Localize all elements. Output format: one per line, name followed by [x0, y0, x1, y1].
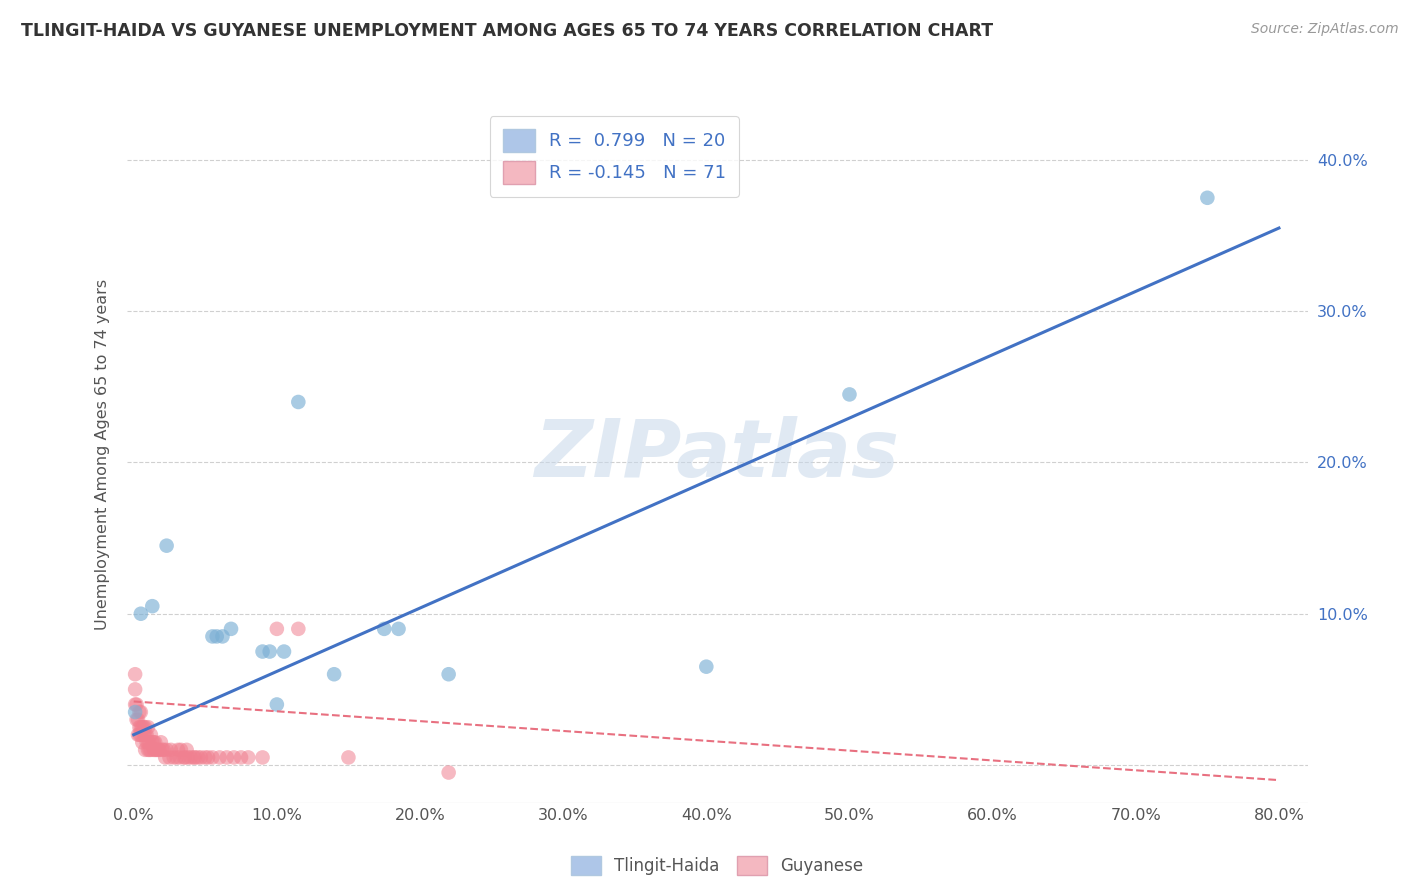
- Point: [387, 622, 409, 636]
- Point: [159, 750, 181, 764]
- Point: [184, 750, 207, 764]
- Point: [266, 698, 288, 712]
- Point: [138, 743, 160, 757]
- Point: [437, 667, 460, 681]
- Point: [176, 743, 198, 757]
- Point: [142, 743, 165, 757]
- Point: [132, 728, 155, 742]
- Point: [127, 728, 149, 742]
- Point: [132, 720, 155, 734]
- Point: [273, 644, 295, 658]
- Point: [838, 387, 860, 401]
- Point: [141, 735, 163, 749]
- Point: [201, 629, 224, 643]
- Point: [266, 622, 288, 636]
- Point: [149, 735, 172, 749]
- Point: [124, 705, 146, 719]
- Point: [222, 750, 245, 764]
- Point: [180, 750, 202, 764]
- Point: [373, 622, 395, 636]
- Point: [127, 713, 149, 727]
- Point: [695, 659, 717, 673]
- Point: [252, 750, 274, 764]
- Point: [437, 765, 460, 780]
- Point: [152, 743, 174, 757]
- Point: [136, 743, 159, 757]
- Point: [128, 720, 150, 734]
- Point: [129, 728, 152, 742]
- Point: [238, 750, 260, 764]
- Point: [131, 720, 153, 734]
- Point: [1197, 191, 1219, 205]
- Y-axis label: Unemployment Among Ages 65 to 74 years: Unemployment Among Ages 65 to 74 years: [94, 279, 110, 631]
- Point: [138, 735, 160, 749]
- Point: [194, 750, 217, 764]
- Text: ZIPatlas: ZIPatlas: [534, 416, 900, 494]
- Point: [153, 750, 176, 764]
- Point: [323, 667, 346, 681]
- Point: [134, 728, 156, 742]
- Point: [169, 750, 191, 764]
- Point: [167, 743, 190, 757]
- Point: [166, 750, 188, 764]
- Point: [156, 539, 179, 553]
- Point: [337, 750, 360, 764]
- Point: [129, 720, 152, 734]
- Point: [136, 720, 159, 734]
- Point: [143, 735, 166, 749]
- Point: [135, 728, 157, 742]
- Point: [124, 698, 146, 712]
- Point: [205, 629, 228, 643]
- Text: TLINGIT-HAIDA VS GUYANESE UNEMPLOYMENT AMONG AGES 65 TO 74 YEARS CORRELATION CHA: TLINGIT-HAIDA VS GUYANESE UNEMPLOYMENT A…: [21, 22, 993, 40]
- Point: [142, 735, 165, 749]
- Point: [173, 750, 195, 764]
- Point: [174, 750, 197, 764]
- Point: [287, 395, 309, 409]
- Point: [135, 735, 157, 749]
- Point: [201, 750, 224, 764]
- Point: [125, 698, 148, 712]
- Point: [146, 743, 169, 757]
- Point: [163, 750, 186, 764]
- Point: [177, 750, 200, 764]
- Point: [134, 720, 156, 734]
- Point: [219, 622, 242, 636]
- Point: [148, 743, 170, 757]
- Point: [139, 728, 162, 742]
- Point: [211, 629, 233, 643]
- Point: [145, 743, 167, 757]
- Point: [187, 750, 209, 764]
- Point: [124, 667, 146, 681]
- Point: [128, 705, 150, 719]
- Point: [215, 750, 238, 764]
- Point: [208, 750, 231, 764]
- Point: [129, 607, 152, 621]
- Point: [129, 705, 152, 719]
- Point: [160, 743, 183, 757]
- Point: [259, 644, 281, 658]
- Point: [156, 743, 179, 757]
- Point: [287, 622, 309, 636]
- Point: [143, 743, 166, 757]
- Point: [125, 713, 148, 727]
- Text: Source: ZipAtlas.com: Source: ZipAtlas.com: [1251, 22, 1399, 37]
- Point: [139, 743, 162, 757]
- Point: [141, 599, 163, 614]
- Point: [136, 735, 159, 749]
- Point: [131, 735, 153, 749]
- Point: [134, 743, 156, 757]
- Point: [197, 750, 219, 764]
- Point: [183, 750, 205, 764]
- Point: [124, 682, 146, 697]
- Point: [170, 743, 193, 757]
- Point: [190, 750, 212, 764]
- Legend: Tlingit-Haida, Guyanese: Tlingit-Haida, Guyanese: [564, 849, 870, 882]
- Point: [150, 743, 173, 757]
- Point: [252, 644, 274, 658]
- Point: [229, 750, 252, 764]
- Point: [128, 728, 150, 742]
